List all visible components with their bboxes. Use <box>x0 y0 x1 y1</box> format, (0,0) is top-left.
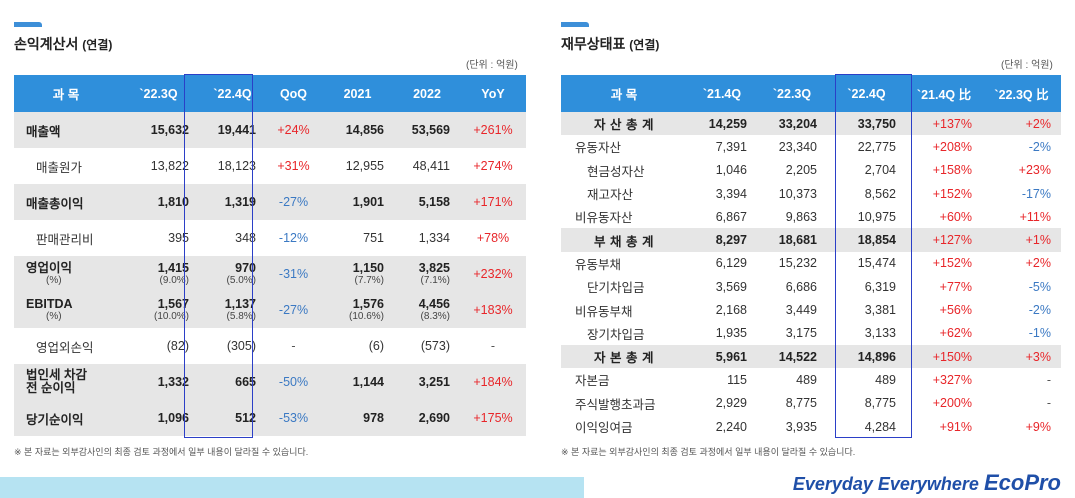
income-title-accent <box>14 22 42 27</box>
income-footnote: ※ 본 자료는 외부감사인의 최종 검토 과정에서 일부 내용이 달라질 수 있… <box>14 447 309 457</box>
col-header: `21.4Q <box>687 75 757 112</box>
table-row: 이익잉여금 2,240 3,935 4,284 +91% +9% <box>575 419 1051 436</box>
table-row: 부 채 총 계 8,297 18,681 18,854 +127% +1% <box>561 228 1061 252</box>
table-row: 유동자산 7,391 23,340 22,775 +208% -2% <box>575 139 1051 156</box>
table-row: 매출총이익 1,810 1,319 -27% 1,901 5,158 +171% <box>14 184 526 220</box>
col-header: QoQ <box>266 75 321 112</box>
table-row: 영업외손익 (82) (305) - (6) (573) - <box>36 339 496 355</box>
table-row: 법인세 차감 전 순이익 1,332 665 -50% 1,144 3,251 … <box>14 364 526 400</box>
col-header: 과 목 <box>14 75 118 112</box>
balance-unit: (단위 : 억원) <box>1001 60 1053 71</box>
table-row: 비유동자산 6,867 9,863 10,975 +60% +11% <box>575 209 1051 226</box>
table-row: 유동부채 6,129 15,232 15,474 +152% +2% <box>575 256 1051 272</box>
col-header: `22.3Q 比 <box>982 75 1061 112</box>
table-row: 비유동부채 2,168 3,449 3,381 +56% -2% <box>575 303 1051 319</box>
table-row: 영업이익 (%) 1,415 (9.0%) 970 (5.0%) -31% 1,… <box>14 256 526 292</box>
balance-title: 재무상태표 (연결) <box>561 36 660 52</box>
col-header: `22.3Q <box>757 75 827 112</box>
table-row: 단기차입금 3,569 6,686 6,319 +77% -5% <box>587 279 1051 296</box>
col-header: 과 목 <box>561 75 687 112</box>
balance-title-accent <box>561 22 589 27</box>
col-header: `22.3Q <box>118 75 199 112</box>
col-header: `21.4Q 比 <box>906 75 982 112</box>
table-row: 현금성자산 1,046 2,205 2,704 +158% +23% <box>587 163 1051 179</box>
table-row: 장기차입금 1,935 3,175 3,133 +62% -1% <box>587 326 1051 342</box>
income-table: 과 목 `22.3Q `22.4Q QoQ 2021 2022 YoY 매출액 … <box>14 75 526 436</box>
col-header: 2021 <box>321 75 394 112</box>
income-unit: (단위 : 억원) <box>466 60 518 71</box>
brand-logo: Everyday Everywhere EcoPro <box>792 470 1061 495</box>
balance-table: 과 목 `21.4Q `22.3Q `22.4Q `21.4Q 比 `22.3Q… <box>561 75 1061 438</box>
table-row: 주식발행초과금 2,929 8,775 8,775 +200% - <box>575 396 1051 412</box>
col-header: `22.4Q <box>199 75 266 112</box>
income-header-row: 과 목 `22.3Q `22.4Q QoQ 2021 2022 YoY <box>14 75 526 112</box>
table-row: 매출원가 13,822 18,123 +31% 12,955 48,411 +2… <box>36 159 513 175</box>
table-row: 자 산 총 계 14,259 33,204 33,750 +137% +2% <box>561 112 1061 136</box>
col-header: 2022 <box>394 75 460 112</box>
balance-footnote: ※ 본 자료는 외부감사인의 최종 검토 과정에서 일부 내용이 달라질 수 있… <box>561 447 856 457</box>
bottom-accent-bar <box>0 477 584 498</box>
col-header: YoY <box>460 75 526 112</box>
balance-header-row: 과 목 `21.4Q `22.3Q `22.4Q `21.4Q 比 `22.3Q… <box>561 75 1061 112</box>
table-row: 자본금 115 489 489 +327% - <box>575 372 1051 389</box>
table-row: 자 본 총 계 5,961 14,522 14,896 +150% +3% <box>561 344 1061 369</box>
col-header: `22.4Q <box>827 75 906 112</box>
table-row: 재고자산 3,394 10,373 8,562 +152% -17% <box>587 186 1051 203</box>
table-row: 당기순이익 1,096 512 -53% 978 2,690 +175% <box>14 400 526 436</box>
table-row: EBITDA (%) 1,567 (10.0%) 1,137 (5.8%) -2… <box>14 292 526 328</box>
table-row: 판매관리비 395 348 -12% 751 1,334 +78% <box>36 231 510 247</box>
income-title: 손익계산서 (연결) <box>14 36 113 52</box>
table-row: 매출액 15,632 19,441 +24% 14,856 53,569 +26… <box>14 112 526 148</box>
